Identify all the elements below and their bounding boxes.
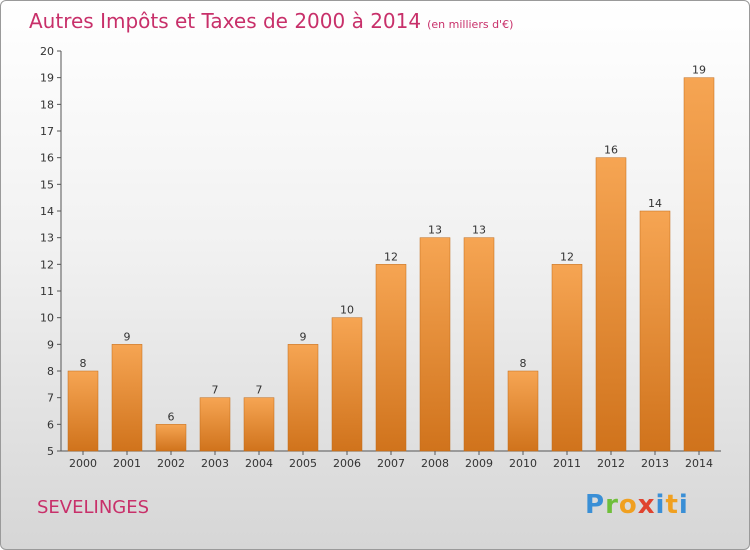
commune-name: SEVELINGES [37,497,150,518]
x-tick-label: 2003 [201,457,229,470]
x-tick-label: 2001 [113,457,141,470]
bar-value-label: 12 [560,250,574,263]
bar-value-label: 8 [80,357,87,370]
bar [419,237,451,452]
bar [67,370,99,452]
y-tick-label: 19 [40,72,54,85]
bar [331,317,363,452]
y-tick-label: 8 [47,365,54,378]
x-tick-label: 2014 [685,457,713,470]
bar [595,157,627,452]
bar [243,397,275,452]
y-tick-label: 15 [40,178,54,191]
x-tick-label: 2008 [421,457,449,470]
x-tick-label: 2013 [641,457,669,470]
y-tick-label: 5 [47,445,54,458]
bar [287,344,319,452]
y-tick-label: 12 [40,258,54,271]
y-tick-label: 16 [40,152,54,165]
x-tick-label: 2009 [465,457,493,470]
x-tick-label: 2005 [289,457,317,470]
bar-value-label: 13 [472,224,486,237]
x-tick-label: 2006 [333,457,361,470]
chart-title: Autres Impôts et Taxes de 2000 à 2014 (en… [29,9,513,33]
bar-value-label: 7 [212,384,219,397]
y-tick-label: 13 [40,232,54,245]
bar [683,77,715,452]
y-tick-label: 17 [40,125,54,138]
y-tick-label: 9 [47,338,54,351]
bar [199,397,231,452]
y-tick-label: 6 [47,418,54,431]
bar [639,210,671,452]
y-tick-label: 11 [40,285,54,298]
bar [155,424,187,452]
x-tick-label: 2002 [157,457,185,470]
chart-title-text: Autres Impôts et Taxes de 2000 à 2014 [29,9,422,33]
bar-value-label: 9 [124,330,131,343]
bar [463,237,495,452]
proxiti-logo: Proxiti [585,490,689,520]
x-tick-label: 2012 [597,457,625,470]
x-tick-label: 2007 [377,457,405,470]
bar-value-label: 12 [384,250,398,263]
bar [375,264,407,452]
x-tick-label: 2011 [553,457,581,470]
bar-value-label: 7 [256,384,263,397]
bar-value-label: 13 [428,224,442,237]
chart-unit: (en milliers d'€) [427,18,514,31]
y-tick-label: 10 [40,312,54,325]
y-tick-label: 18 [40,98,54,111]
x-tick-label: 2000 [69,457,97,470]
x-tick-label: 2004 [245,457,273,470]
x-tick-label: 2010 [509,457,537,470]
bar-value-label: 16 [604,144,618,157]
y-tick-label: 7 [47,392,54,405]
bar [111,344,143,452]
y-tick-label: 20 [40,45,54,58]
bar-value-label: 8 [520,357,527,370]
bar-value-label: 9 [300,330,307,343]
bar-value-label: 6 [168,410,175,423]
bar [551,264,583,452]
bar-value-label: 10 [340,304,354,317]
bar-value-label: 14 [648,197,662,210]
bar-value-label: 19 [692,64,706,77]
bar [507,370,539,452]
y-tick-label: 14 [40,205,54,218]
